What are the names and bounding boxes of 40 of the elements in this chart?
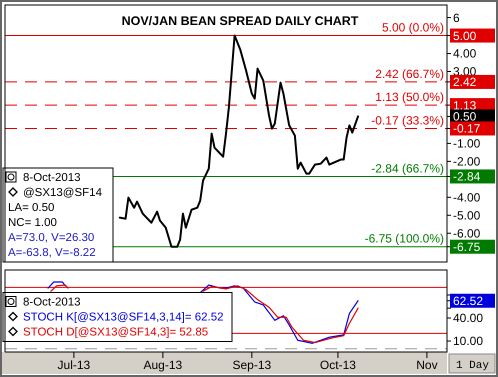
annotation: 8-Oct-2013 — [23, 296, 81, 308]
ref-line-label: 5.00 (0.0%) — [382, 20, 444, 35]
y-tick-label: 5.00 — [453, 28, 477, 43]
ref-line-label: -2.84 (66.7%) — [371, 161, 444, 176]
y-tick-label: -6.75 — [453, 240, 481, 254]
y-tick-label: -5.00 — [453, 208, 481, 222]
y-tick-label: -2.84 — [453, 170, 481, 184]
line-series — [118, 34, 360, 248]
y-tick-label: -0.17 — [453, 122, 481, 136]
y-tick-label: -2.00 — [453, 154, 481, 169]
y-tick-label: 62.52 — [453, 294, 484, 308]
text: STOCH D[@SX13@SF14,3]= 52.85 — [23, 326, 208, 338]
annotation: NC= 1.00 — [8, 217, 57, 229]
y-tick-label: -6.00 — [453, 226, 481, 240]
annotation: 8-Oct-2013 — [23, 172, 81, 184]
y-tick-label: 0.50 — [453, 110, 477, 124]
ref-line-label: -0.17 (33.3%) — [371, 113, 444, 128]
annotation: A=-63.8, V=-8.22 — [8, 247, 96, 259]
y-tick-label: 6 — [453, 10, 460, 25]
ref-line-label: -6.75 (100.0%) — [364, 232, 444, 246]
x-tick-label: Oct-13 — [320, 358, 356, 372]
text: @SX13@SF14 — [23, 187, 103, 199]
text: STOCH K[@SX13@SF14,3,14]= 62.52 — [23, 312, 224, 324]
annotation: LA= 0.50 — [8, 202, 54, 214]
x-tick-label: Aug-13 — [144, 358, 183, 372]
y-tick-label: 40.00 — [453, 311, 484, 326]
y-tick-label: 10.00 — [453, 334, 484, 348]
y-tick-label: 1.13 — [453, 98, 477, 112]
x-tick-label: Nov — [416, 358, 438, 372]
y-tick-label: 2.42 — [453, 75, 477, 90]
x-tick-label: Jul-13 — [58, 358, 91, 372]
ref-line-label: 1.13 (50.0%) — [375, 90, 444, 104]
ref-line-label: 2.42 (66.7%) — [375, 66, 444, 81]
y-tick-label: -4.00 — [453, 190, 481, 204]
x-axis-title: 1 Day — [456, 360, 490, 372]
text: NOV/JAN BEAN SPREAD DAILY CHART — [122, 14, 359, 28]
annotation: A=73.0, V=26.30 — [8, 232, 94, 244]
x-tick-label: Sep-13 — [232, 358, 272, 372]
y-tick-label: -1.00 — [453, 136, 481, 151]
y-tick-label: 4.00 — [453, 46, 477, 61]
